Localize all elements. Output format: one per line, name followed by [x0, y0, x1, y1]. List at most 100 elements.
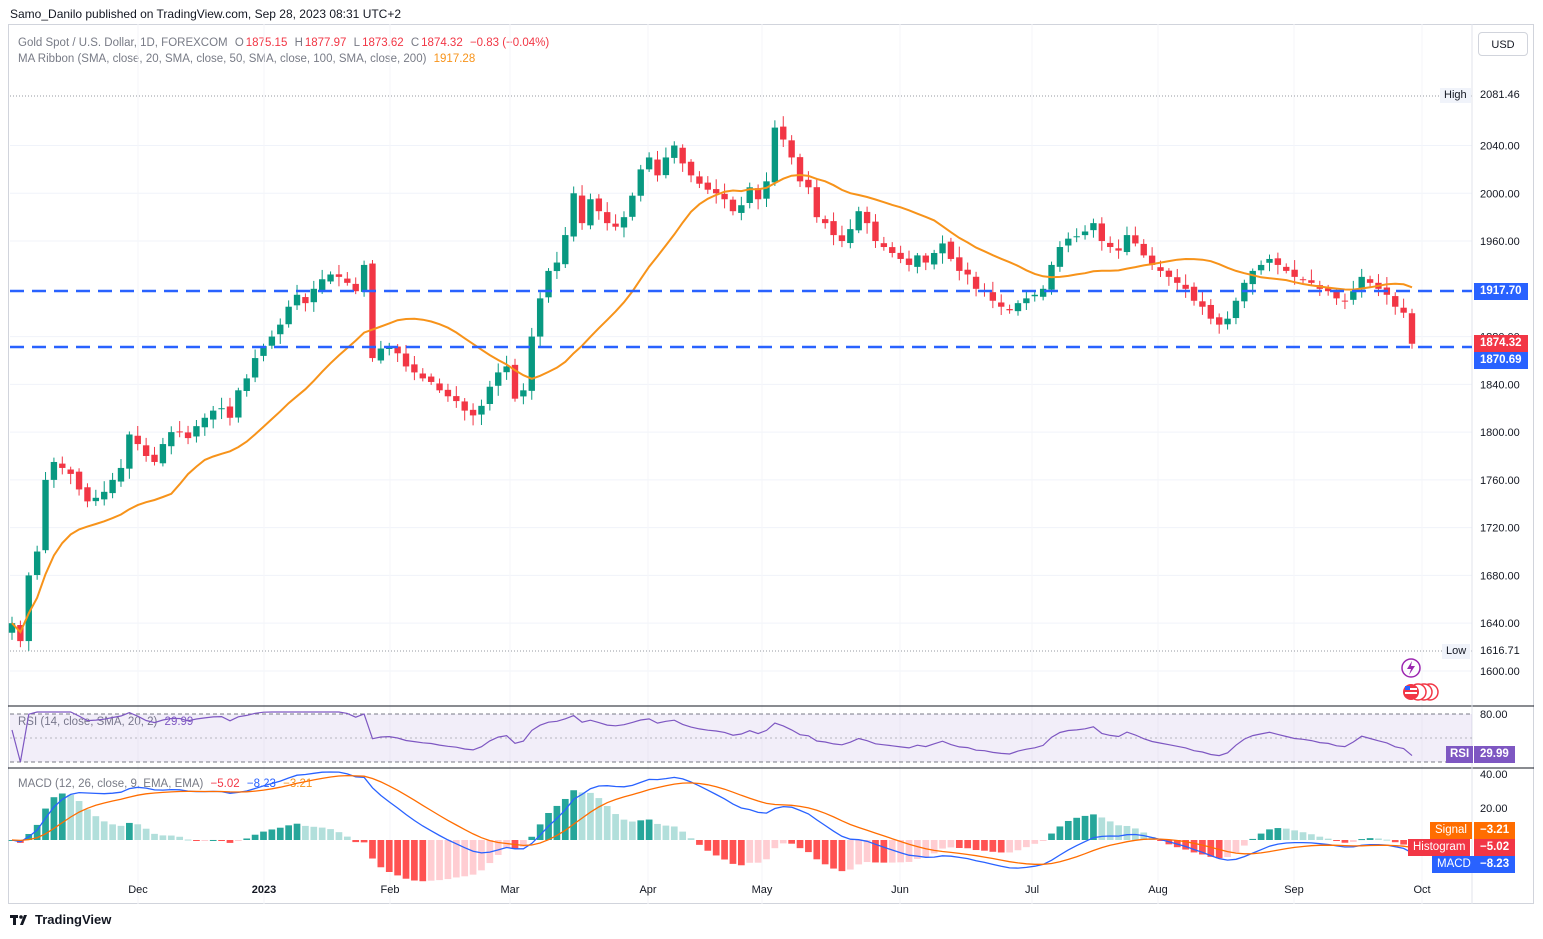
candle-body: [159, 444, 167, 464]
candle-body: [176, 431, 183, 433]
candle-body: [654, 159, 661, 176]
macd-hist-bar: [553, 805, 561, 840]
macd-hist-bar: [779, 840, 787, 844]
candle-body: [226, 406, 234, 418]
last-price-tag: 1874.32: [1474, 335, 1528, 352]
candle-body: [696, 176, 703, 184]
time-tick-label: Apr: [639, 884, 656, 896]
candle-body: [318, 279, 326, 291]
candle-body: [1308, 280, 1315, 283]
candle-body: [754, 188, 762, 200]
ma-legend-value: 1917.28: [433, 53, 476, 65]
candle-body: [92, 497, 100, 502]
macd-hist-bar: [75, 801, 83, 840]
candle-body: [117, 467, 125, 482]
histogram-tag-label: Histogram: [1408, 839, 1471, 856]
candle-body: [1065, 238, 1072, 246]
candle-body: [1073, 236, 1080, 238]
macd-tag-value: −8.23: [1474, 856, 1516, 873]
candle-body: [302, 297, 309, 304]
candle-body: [1123, 235, 1131, 253]
macd-hist-bar: [813, 840, 821, 860]
signal-tag-label: Signal: [1430, 822, 1472, 839]
macd-hist-bar: [1014, 840, 1022, 851]
macd-hist-bar: [1157, 840, 1164, 841]
macd-hist-bar: [788, 840, 795, 844]
macd-legend-label: MACD (12, 26, close, 9, EMA, EMA): [18, 778, 204, 790]
macd-hist-bar: [872, 840, 879, 863]
alert-icon[interactable]: [1401, 658, 1421, 678]
flag-events-icon[interactable]: [1403, 683, 1439, 701]
level-tag-upper: 1917.70: [1474, 283, 1528, 300]
time-tick-label: Sep: [1284, 884, 1304, 896]
macd-hist-bar: [1031, 840, 1039, 844]
candle-body: [444, 389, 452, 397]
candle-body: [1266, 258, 1273, 263]
candle-body: [33, 551, 41, 575]
candle-body: [612, 223, 619, 227]
candle-body: [1140, 243, 1147, 256]
macd-hist-bar: [687, 838, 695, 840]
candle-body: [1257, 264, 1265, 271]
tradingview-logo[interactable]: TradingView: [10, 912, 111, 927]
candle-body: [193, 426, 200, 437]
macd-hist-bar: [1240, 840, 1248, 846]
macd-hist-bar: [352, 840, 360, 843]
time-tick-label: Aug: [1148, 884, 1168, 896]
macd-hist-bar: [260, 831, 267, 840]
open-value: 1875.15: [245, 37, 288, 49]
candle-body: [637, 169, 644, 196]
candle-body: [645, 157, 653, 170]
macd-hist-bar: [603, 806, 611, 840]
currency-button[interactable]: USD: [1478, 32, 1528, 56]
candle-body: [1081, 231, 1089, 236]
macd-hist-bar: [394, 840, 401, 876]
macd-hist-bar: [989, 840, 997, 852]
candle-body: [469, 409, 477, 416]
macd-hist-bar: [42, 808, 49, 840]
macd-legend: MACD (12, 26, close, 9, EMA, EMA) −5.02 …: [18, 778, 312, 790]
candle-body: [142, 445, 150, 457]
macd-hist-bar: [1098, 817, 1106, 840]
candle-body: [1366, 279, 1374, 283]
macd-hist-bar: [587, 792, 594, 840]
candle-body: [570, 193, 577, 237]
macd-hist-bar: [226, 840, 234, 843]
macd-hist-bar: [117, 825, 125, 840]
candle-body: [59, 463, 66, 468]
rsi-legend: RSI (14, close, SMA, 20, 2) 29.99: [18, 716, 193, 728]
candle-body: [880, 243, 888, 248]
candle-body: [243, 378, 250, 392]
macd-hist-bar: [369, 840, 376, 859]
candle-body: [260, 346, 267, 356]
candle-body: [168, 432, 175, 447]
macd-hist-bar: [327, 829, 334, 840]
candle-body: [989, 292, 997, 301]
candle-body: [545, 270, 552, 298]
candle-body: [721, 193, 728, 200]
macd-hist-bar: [1023, 840, 1030, 848]
rsi-tag-value: 29.99: [1474, 746, 1515, 763]
candle-body: [1090, 223, 1097, 231]
macd-hist-bar: [805, 840, 812, 853]
macd-hist-bar: [1232, 840, 1240, 853]
macd-hist-bar: [159, 835, 167, 840]
macd-hist-bar: [1375, 838, 1382, 840]
ma-line: [11, 173, 1413, 634]
macd-hist-bar: [318, 827, 326, 840]
macd-hist-bar: [494, 840, 502, 855]
macd-hist-bar: [612, 814, 619, 840]
candle-body: [746, 187, 753, 204]
macd-hist-bar: [1115, 825, 1122, 840]
macd-hist-bar: [1081, 815, 1089, 840]
candle-body: [780, 126, 787, 140]
macd-hist-bar: [126, 822, 133, 840]
candle-body: [629, 195, 636, 217]
candle-body: [50, 461, 58, 480]
macd-hist-bar: [670, 826, 678, 840]
macd-hist-bar: [1199, 840, 1206, 855]
macd-hist-bar: [469, 840, 477, 875]
candle-body: [495, 372, 502, 386]
macd-hist-bar: [209, 839, 217, 841]
